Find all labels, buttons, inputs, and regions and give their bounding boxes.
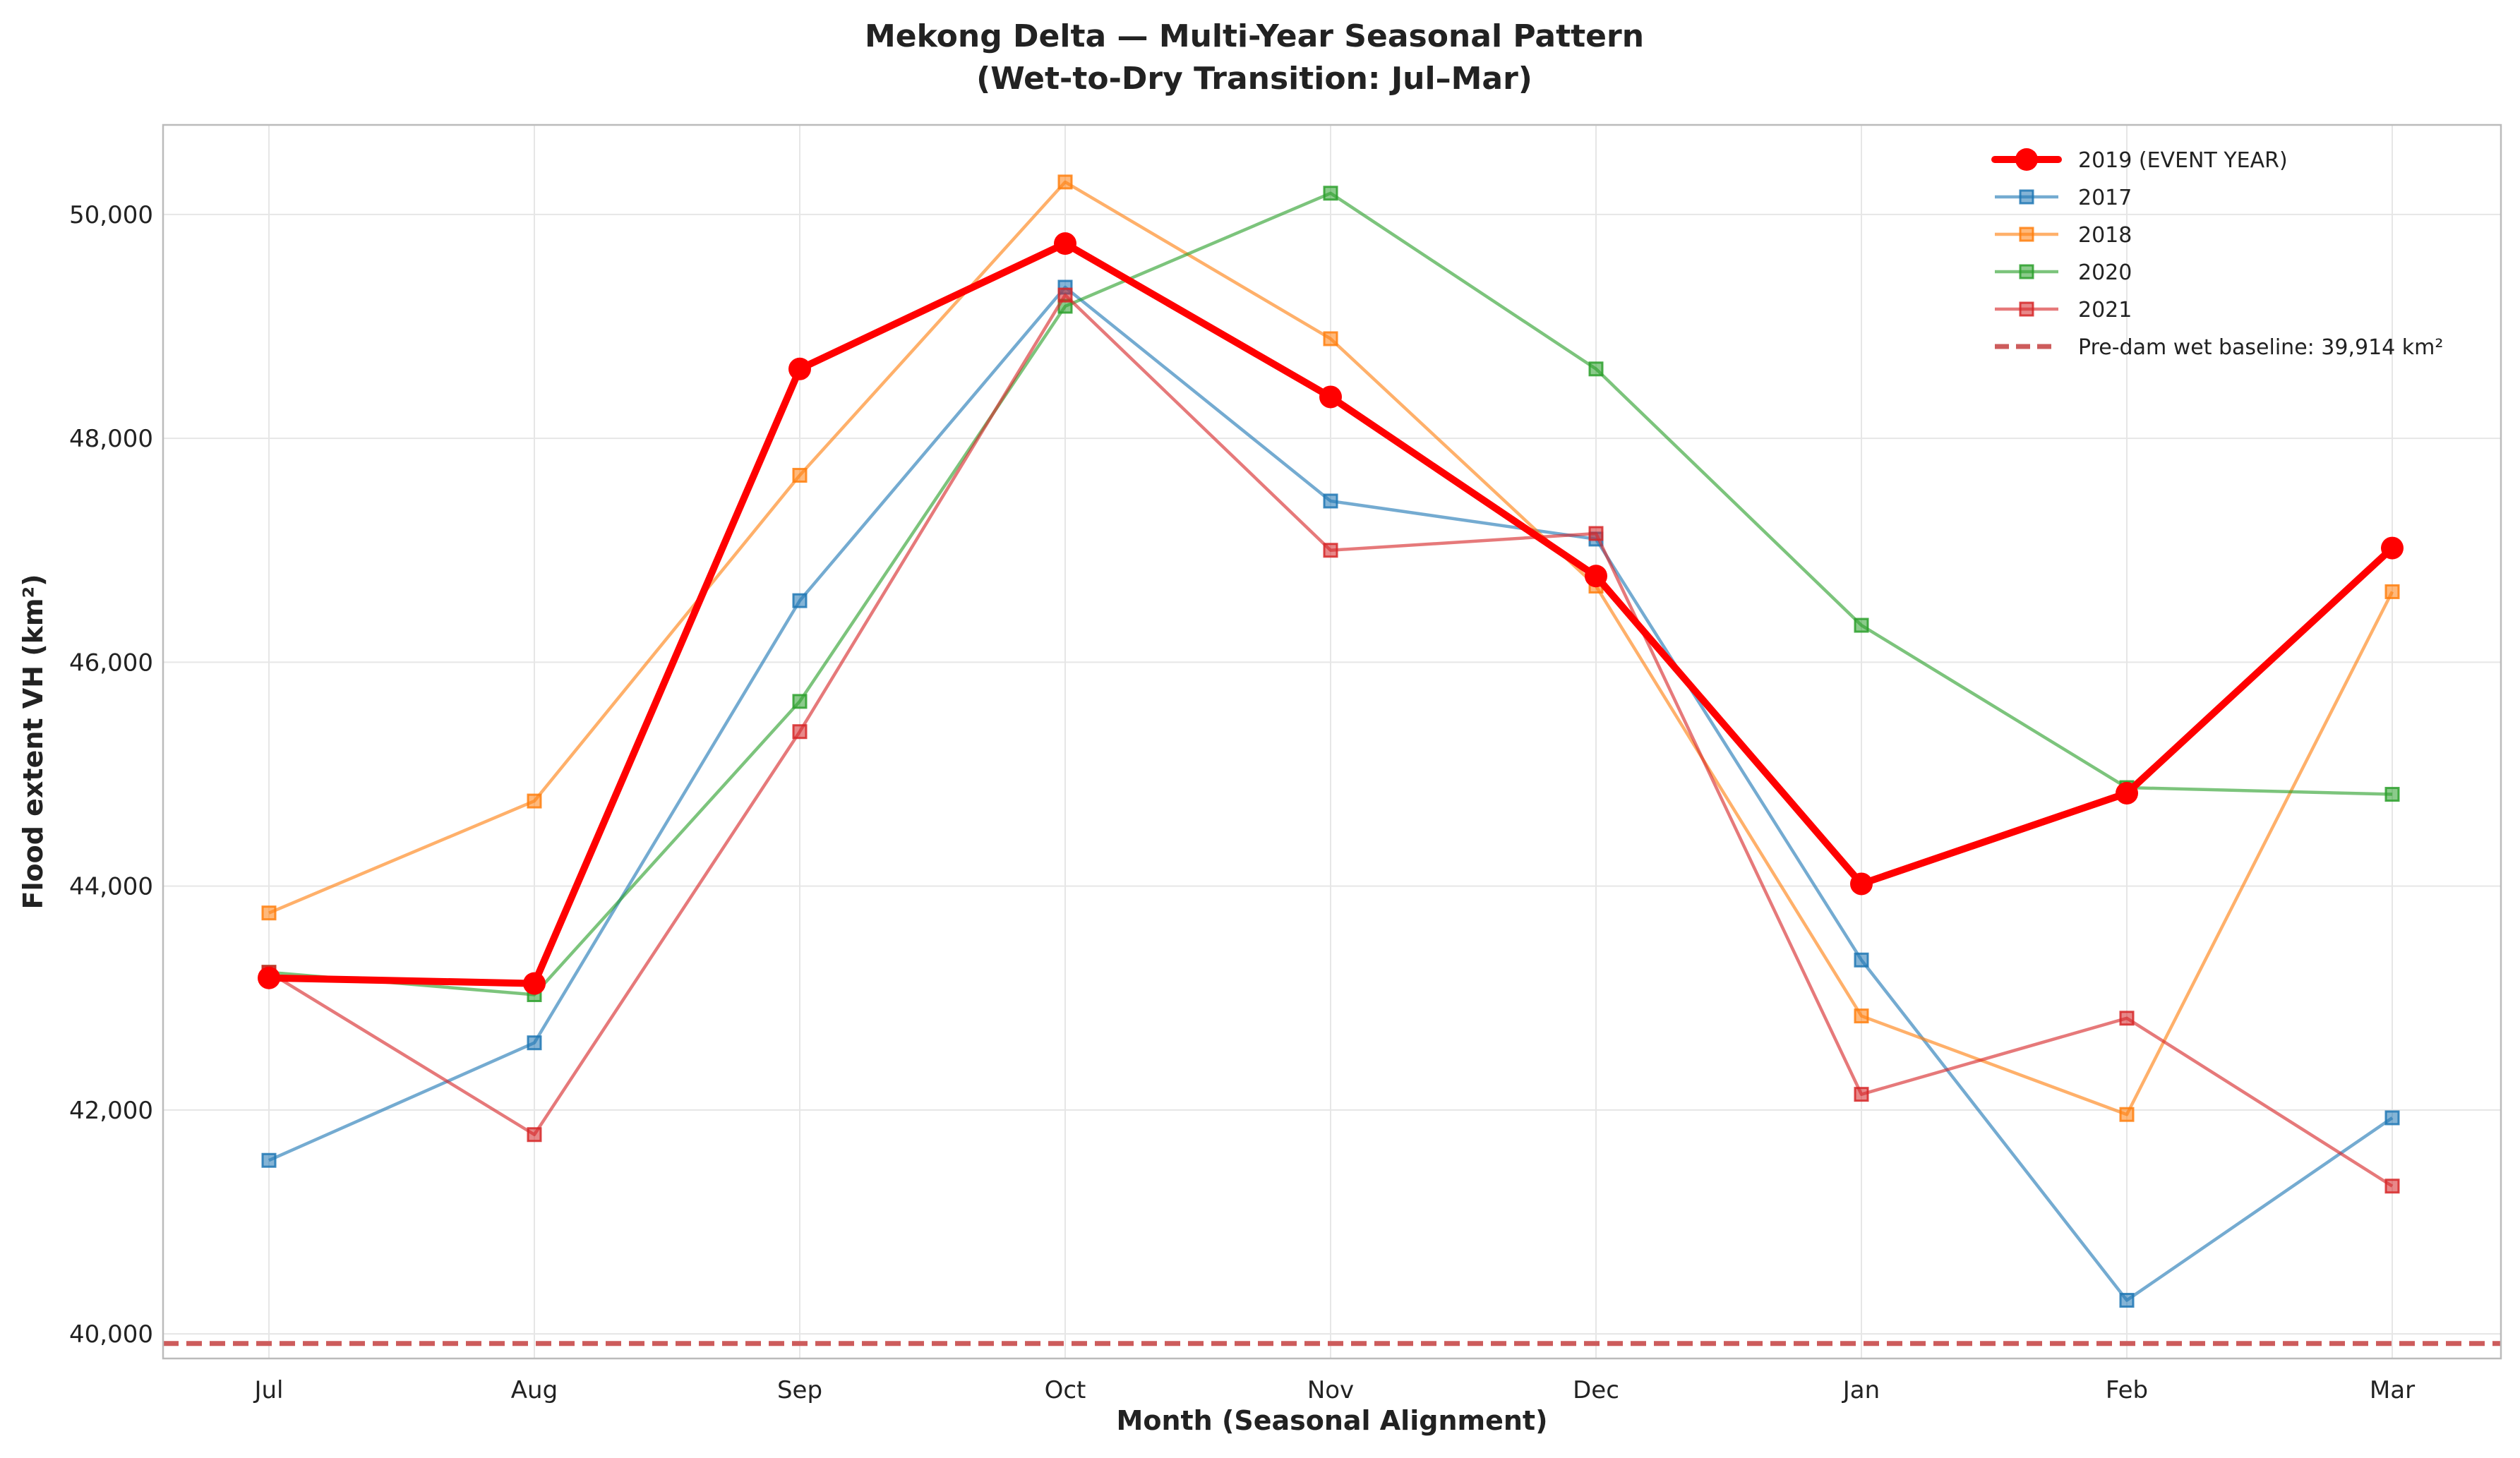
series-layer [258,174,2404,1308]
legend-entry: 2019 (EVENT YEAR) [1991,148,2288,173]
data-point [2381,536,2404,560]
x-tick-label: Nov [1307,1376,1354,1404]
y-tick-label: 42,000 [69,1097,153,1125]
legend-label: 2020 [2078,260,2132,285]
data-point [1057,287,1073,303]
data-point [1323,543,1338,558]
y-tick-labels: 40,000 42,000 44,000 46,000 48,000 50,000 [69,201,153,1349]
legend-entry: 2020 [1995,260,2132,285]
x-tick-label: Jan [1842,1376,1880,1404]
data-point [1588,361,1604,377]
x-tick-label: Jul [253,1376,283,1404]
data-point [1323,493,1338,509]
data-point [523,972,546,995]
data-point [2119,1107,2135,1122]
legend-entry: Pre-dam wet baseline: 39,914 km² [1995,335,2443,360]
legend-label: 2018 [2078,223,2132,248]
series-2019-event-year [258,232,2404,995]
data-point [2119,1011,2135,1026]
data-point [792,467,808,483]
x-tick-label: Oct [1045,1376,1086,1404]
y-tick-label: 46,000 [69,649,153,677]
x-tick-label: Dec [1573,1376,1619,1404]
data-point [792,724,808,740]
legend-label: 2019 (EVENT YEAR) [2078,148,2288,173]
legend-marker [2019,227,2034,242]
data-point [527,1127,542,1143]
series-2021 [261,287,2400,1194]
data-point [1585,565,1607,588]
legend-entry: 2021 [1995,298,2132,323]
legend-entry: 2017 [1995,186,2132,210]
x-tick-label: Sep [777,1376,822,1404]
data-point [1588,526,1604,541]
chart-title-line2: (Wet-to-Dry Transition: Jul–Mar) [976,61,1532,97]
x-tick-labels: Jul Aug Sep Oct Nov Dec Jan Feb Mar [253,1376,2415,1404]
x-tick-label: Mar [2370,1376,2415,1404]
data-point [1854,1087,1869,1102]
data-point [1319,385,1342,409]
data-point [2384,1179,2400,1194]
legend-marker [2019,189,2034,205]
legend-marker [2019,264,2034,279]
data-point [1323,331,1338,347]
data-point [261,1152,277,1168]
data-point [1057,174,1073,190]
data-point [2384,584,2400,599]
data-point [258,966,280,989]
x-tick-label: Aug [511,1376,558,1404]
legend: 2019 (EVENT YEAR) 2017 2018 2020 2021 Pre-dam… [1991,148,2443,360]
data-point [1854,617,1869,633]
data-point [527,1035,542,1051]
data-point [1854,1008,1869,1024]
legend-label: 2017 [2078,186,2132,210]
data-point [1323,186,1338,201]
chart-title-line1: Mekong Delta — Multi-Year Seasonal Patte… [865,18,1644,54]
grid [163,125,2501,1358]
x-tick-label: Feb [2106,1376,2148,1404]
y-tick-label: 40,000 [69,1320,153,1349]
data-point [1850,872,1873,896]
data-point [2119,1293,2135,1308]
data-point [527,793,542,809]
legend-entry: 2018 [1995,223,2132,248]
data-point [1054,232,1076,255]
plot-area [163,125,2501,1358]
data-point [792,694,808,709]
data-point [2384,787,2400,802]
y-tick-label: 48,000 [69,425,153,453]
data-point [1854,952,1869,968]
data-point [2116,781,2138,805]
legend-label: Pre-dam wet baseline: 39,914 km² [2078,335,2443,360]
legend-label: 2021 [2078,298,2132,323]
y-tick-label: 44,000 [69,873,153,901]
plot-frame [162,123,2502,1360]
legend-marker [2019,301,2034,317]
data-point [792,593,808,608]
data-point [788,357,811,380]
x-axis-label: Month (Seasonal Alignment) [1117,1405,1548,1436]
y-tick-label: 50,000 [69,201,153,229]
y-axis-label: Flood extent VH (km²) [18,574,49,910]
legend-marker [2015,148,2038,171]
data-point [261,905,277,921]
data-point [2384,1110,2400,1126]
